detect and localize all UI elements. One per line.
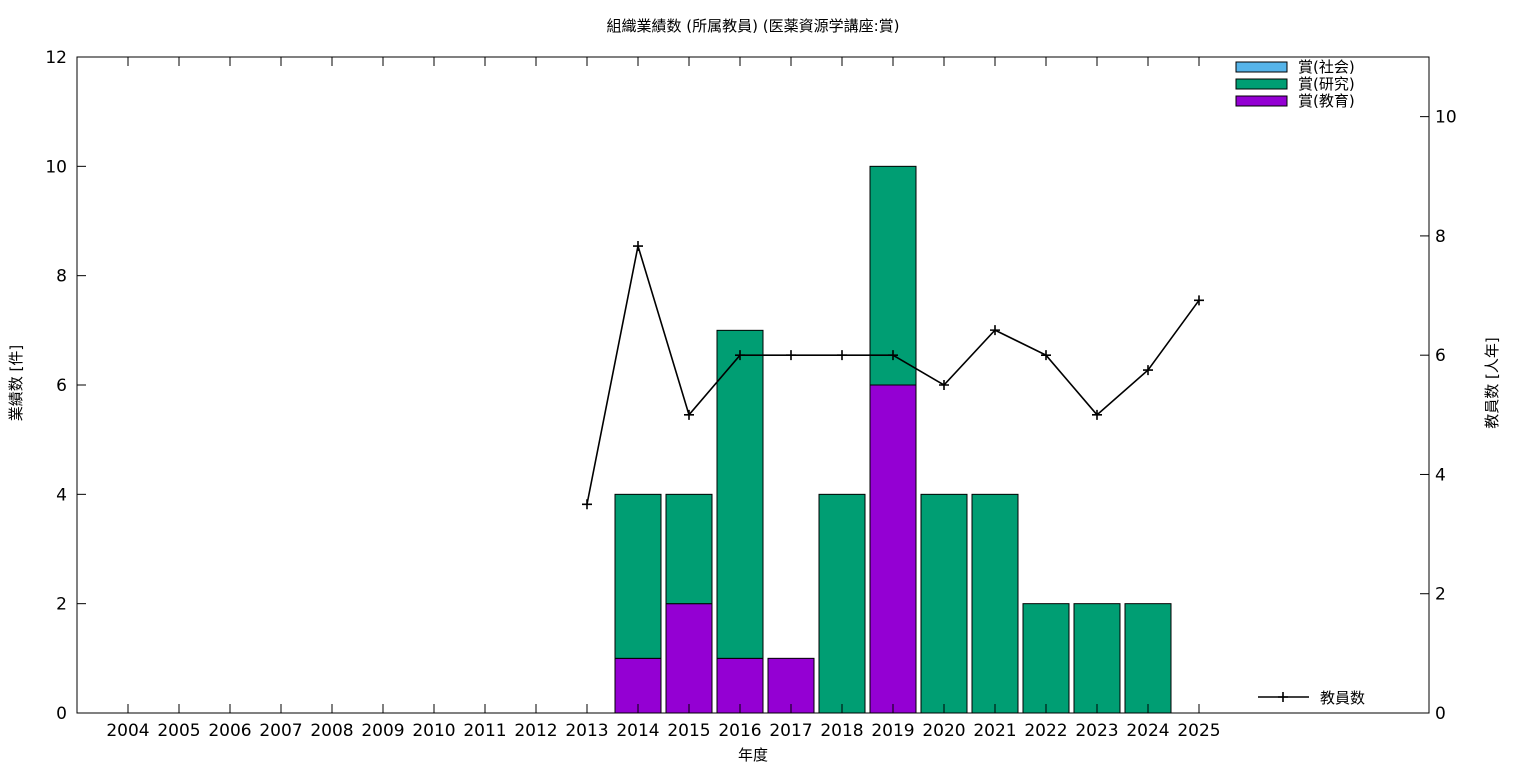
staff-point: [582, 499, 592, 510]
x-tick-label: 2022: [1024, 721, 1067, 741]
y-tick-label: 0: [56, 704, 67, 724]
y2-tick-label: 4: [1435, 465, 1446, 485]
staff-point: [735, 350, 745, 361]
bar-2015: [665, 493, 713, 605]
bar-2016: [716, 329, 764, 659]
x-tick-label: 2015: [667, 721, 710, 741]
legend-swatch: [1235, 78, 1288, 90]
y2-tick-label: 6: [1435, 346, 1446, 366]
staff-point: [1092, 409, 1102, 420]
bar-2018: [818, 493, 866, 714]
y2-tick-label: 10: [1435, 108, 1457, 128]
x-tick-label: 2016: [718, 721, 761, 741]
bar-2024: [1124, 603, 1172, 714]
staff-line-layer: [582, 241, 1204, 510]
staff-point: [1194, 295, 1204, 306]
bar-2021: [971, 493, 1019, 714]
bars-layer: [614, 165, 1172, 714]
x-tick-label: 2021: [973, 721, 1016, 741]
axes-layer: 0 2 4 6 8 10 12 0 2 4 6 8 10 2004 2005 2006 2007 2008 2009…: [45, 48, 1456, 741]
bar-2020: [920, 493, 968, 714]
staff-point: [939, 380, 949, 390]
y-axis-label: 業績数 [件]: [7, 345, 25, 421]
y2-tick-label: 0: [1435, 704, 1446, 724]
y-tick-label: 12: [45, 48, 67, 68]
y2-axis-label: 教員数 [人年]: [1483, 337, 1501, 428]
x-tick-label: 2010: [412, 721, 455, 741]
staff-point: [786, 350, 796, 361]
legend-label: 賞(研究): [1298, 75, 1355, 93]
staff-point: [888, 350, 898, 361]
staff-point: [684, 409, 694, 420]
x-tick-label: 2020: [922, 721, 965, 741]
y-tick-label: 10: [45, 157, 67, 177]
x-tick-label: 2019: [871, 721, 914, 741]
y-tick-label: 4: [56, 485, 67, 505]
x-tick-label: 2012: [514, 721, 557, 741]
staff-point: [1143, 365, 1153, 376]
x-tick-label: 2024: [1126, 721, 1169, 741]
staff-point: [1041, 350, 1051, 361]
x-tick-label: 2013: [565, 721, 608, 741]
legend-line-label: 教員数: [1320, 689, 1365, 707]
legend-line-marker: [1278, 692, 1288, 702]
legend-label: 賞(教育): [1298, 92, 1355, 110]
x-tick-label: 2023: [1075, 721, 1118, 741]
chart-title: 組織業績数 (所属教員) (医薬資源学講座:賞): [607, 17, 900, 35]
x-tick-label: 2006: [208, 721, 251, 741]
x-tick-label: 2011: [463, 721, 506, 741]
staff-point: [633, 241, 643, 252]
bar-2014: [614, 657, 662, 714]
x-tick-label: 2009: [361, 721, 404, 741]
x-tick-label: 2014: [616, 721, 659, 741]
y-tick-label: 2: [56, 595, 67, 615]
x-tick-label: 2007: [259, 721, 302, 741]
y-tick-label: 6: [56, 376, 67, 396]
y2-tick-label: 2: [1435, 585, 1446, 605]
x-tick-label: 2005: [157, 721, 200, 741]
bar-2023: [1073, 603, 1121, 714]
bar-2014: [614, 493, 662, 659]
legend-swatch: [1235, 95, 1288, 107]
y-tick-label: 8: [56, 267, 67, 287]
bar-2017: [767, 657, 815, 714]
bar-2019: [869, 165, 917, 386]
legend-swatch: [1235, 61, 1288, 73]
legend: 賞(社会)賞(研究)賞(教育) 教員数: [1235, 58, 1365, 707]
bar-2015: [665, 603, 713, 714]
bar-2022: [1022, 603, 1070, 714]
x-tick-label: 2004: [106, 721, 149, 741]
bar-2016: [716, 657, 764, 714]
x-tick-label: 2018: [820, 721, 863, 741]
bar-2019: [869, 384, 917, 714]
staff-point: [990, 325, 1000, 336]
x-axis-label: 年度: [738, 746, 768, 764]
x-tick-label: 2025: [1177, 721, 1220, 741]
y2-tick-label: 8: [1435, 227, 1446, 247]
staff-point: [837, 350, 847, 361]
x-tick-label: 2017: [769, 721, 812, 741]
legend-label: 賞(社会): [1298, 58, 1355, 76]
x-tick-label: 2008: [310, 721, 353, 741]
